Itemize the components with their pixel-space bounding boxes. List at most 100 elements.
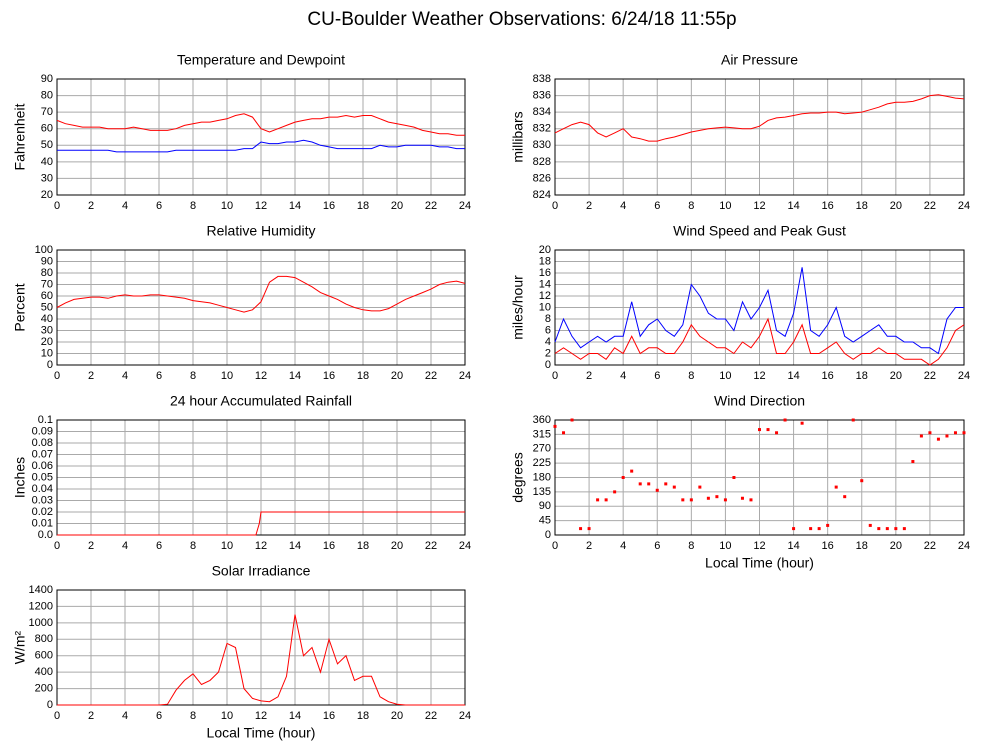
x-tick-label: 16 (323, 540, 335, 552)
point (655, 488, 659, 492)
y-tick-label: 70 (41, 278, 53, 290)
x-tick-label: 0 (54, 370, 60, 382)
point (587, 527, 591, 531)
y-tick-label: 30 (41, 172, 53, 184)
y-tick-label: 0.04 (32, 483, 53, 495)
point (877, 527, 881, 531)
point (613, 490, 617, 494)
point (919, 434, 923, 438)
y-tick-label: 0.07 (32, 448, 53, 460)
x-tick-label: 8 (190, 540, 196, 552)
x-tick-label: 0 (552, 200, 558, 212)
x-tick-label: 6 (156, 540, 162, 552)
y-tick-label: 2 (545, 347, 551, 359)
x-tick-label: 22 (425, 370, 437, 382)
point (579, 527, 583, 531)
series-line (57, 511, 465, 536)
x-tick-label: 6 (156, 370, 162, 382)
x-tick-label: 8 (190, 710, 196, 722)
y-tick-label: 90 (41, 255, 53, 267)
y-tick-label: 200 (35, 682, 53, 694)
x-tick-label: 14 (787, 200, 799, 212)
y-tick-label: 6 (545, 324, 551, 336)
point (860, 479, 864, 483)
y-tick-label: 60 (41, 123, 53, 135)
x-tick-label: 16 (822, 540, 834, 552)
point (723, 498, 727, 502)
point (826, 523, 830, 527)
page-title: CU-Boulder Weather Observations: 6/24/18… (307, 9, 736, 30)
x-tick-label: 10 (719, 200, 731, 212)
x-tick-label: 6 (156, 710, 162, 722)
x-tick-label: 8 (688, 370, 694, 382)
x-tick-label: 12 (255, 540, 267, 552)
x-tick-label: 12 (255, 710, 267, 722)
x-tick-label: 24 (958, 200, 970, 212)
x-tick-label: 10 (221, 370, 233, 382)
y-tick-label: 830 (533, 139, 551, 151)
y-tick-label: 10 (539, 301, 551, 313)
panel-title: 24 hour Accumulated Rainfall (170, 393, 352, 409)
point (749, 498, 753, 502)
y-tick-label: 50 (41, 139, 53, 151)
point (647, 482, 651, 486)
x-tick-label: 8 (688, 540, 694, 552)
x-tick-label: 10 (221, 200, 233, 212)
x-tick-label: 24 (459, 370, 471, 382)
x-tick-label: 22 (924, 540, 936, 552)
plot-frame (554, 78, 965, 196)
x-tick-label: 10 (719, 370, 731, 382)
x-tick-label: 12 (255, 370, 267, 382)
y-tick-label: 60 (41, 290, 53, 302)
x-tick-label: 16 (323, 710, 335, 722)
y-axis-label: miles/hour (510, 275, 526, 340)
y-tick-label: 0.08 (32, 437, 53, 449)
x-tick-label: 0 (54, 710, 60, 722)
point (758, 428, 761, 432)
y-tick-label: 0.0 (38, 529, 53, 541)
x-tick-label: 18 (856, 370, 868, 382)
point (834, 485, 838, 489)
series-line (56, 113, 465, 136)
y-tick-label: 834 (533, 106, 551, 118)
y-tick-label: 40 (41, 313, 53, 325)
x-tick-label: 2 (586, 200, 592, 212)
x-tick-label: 14 (289, 200, 301, 212)
x-tick-label: 0 (54, 540, 60, 552)
x-tick-label: 2 (88, 540, 94, 552)
y-tick-label: 0.06 (32, 460, 53, 472)
x-tick-label: 24 (459, 710, 471, 722)
plot-frame (56, 78, 466, 196)
x-tick-label: 14 (289, 540, 301, 552)
x-tick-label: 6 (654, 540, 660, 552)
point (843, 495, 847, 499)
y-tick-label: 400 (35, 666, 53, 678)
x-tick-label: 0 (54, 200, 60, 212)
x-tick-label: 24 (958, 540, 970, 552)
panel-title: Wind Speed and Peak Gust (673, 223, 846, 239)
x-tick-label: 22 (924, 370, 936, 382)
x-tick-label: 14 (787, 370, 799, 382)
x-tick-label: 10 (221, 540, 233, 552)
y-tick-label: 0.01 (32, 517, 53, 529)
x-tick-label: 10 (719, 540, 731, 552)
y-tick-label: 828 (533, 156, 551, 168)
x-tick-label: 4 (122, 200, 128, 212)
point (732, 476, 736, 479)
point (630, 469, 634, 473)
y-tick-label: 40 (41, 156, 53, 168)
y-tick-label: 0.1 (38, 414, 53, 426)
series-line (56, 275, 466, 313)
series-line (554, 94, 965, 142)
point (792, 527, 796, 531)
point (817, 527, 821, 531)
y-tick-label: 0.09 (32, 425, 53, 437)
x-tick-label: 4 (122, 710, 128, 722)
plot-frame (554, 419, 965, 536)
x-tick-label: 0 (552, 370, 558, 382)
y-tick-label: 100 (35, 244, 53, 256)
y-tick-label: 0 (47, 699, 53, 711)
y-tick-label: 0.02 (32, 506, 53, 518)
x-tick-label: 8 (190, 200, 196, 212)
x-tick-label: 20 (391, 540, 403, 552)
